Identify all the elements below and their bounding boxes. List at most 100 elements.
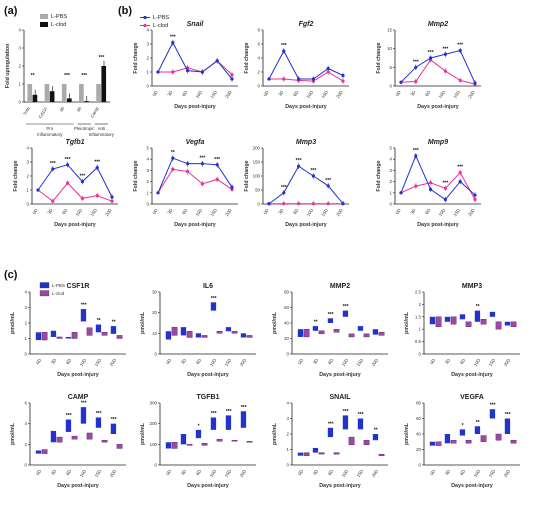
- c-xtick-label: 3D: [444, 358, 451, 365]
- b-xtick-label: 15D: [209, 208, 218, 217]
- c-sig-marker: *: [462, 423, 464, 429]
- c-TGFB1-ytick-label: 300: [150, 401, 158, 406]
- c-xtick-label: 10D: [209, 358, 218, 367]
- c-box-L-clod: [201, 443, 208, 446]
- b-xtick-label: 3D: [46, 208, 53, 215]
- c-box-L-clod: [56, 336, 63, 339]
- c-sig-marker: ***: [241, 405, 247, 411]
- c-xtick-label: 3D: [50, 469, 57, 476]
- c-CSF1R-ytick-label: 1: [25, 336, 28, 341]
- b-xtick-label: 10D: [305, 208, 314, 217]
- b-sig-marker: ***: [428, 50, 434, 56]
- b-series-line-L-PBS: [157, 41, 233, 80]
- b-Mmp9-ytick-label: 5: [390, 146, 393, 151]
- b-ylabel: Fold change: [244, 42, 250, 73]
- c-box-L-clod: [318, 452, 325, 455]
- b-Mmp9-ytick-label: 4: [390, 157, 393, 162]
- c-box-L-clod: [348, 436, 355, 446]
- c-box-L-clod: [348, 333, 355, 338]
- b-xtick-label: 0D: [31, 208, 38, 215]
- c-box-L-clod: [510, 321, 517, 327]
- c-SNAIL-ytick-label: 3: [287, 416, 290, 421]
- b-Mmp9-ytick-label: 0: [390, 202, 393, 207]
- c-xtick-label: 6D: [459, 469, 466, 476]
- c-box-L-PBS: [65, 336, 72, 339]
- a-legend-swatch: [40, 22, 48, 27]
- b-xlabel: Days post-injury: [417, 104, 459, 110]
- c-MMP3-ytick-label: 2.5: [415, 290, 422, 295]
- b-sig-marker: ***: [94, 160, 100, 166]
- c-sig-marker: ***: [211, 296, 217, 302]
- c-box-L-clod: [495, 321, 502, 330]
- c-xtick-label: 10D: [79, 358, 88, 367]
- b-point-L-PBS: [156, 191, 160, 195]
- b-Vegfa-ytick-label: 2: [147, 179, 150, 184]
- c-box-L-PBS: [504, 418, 511, 434]
- c-subplot-title: IL6: [203, 283, 213, 290]
- b-Vegfa-ytick-label: 4: [147, 157, 150, 162]
- c-xtick-label: 3D: [180, 469, 187, 476]
- c-box-L-clod: [510, 440, 517, 444]
- b-xtick-label: 20D: [104, 208, 113, 217]
- c-box-L-PBS: [474, 426, 481, 434]
- c-box-L-clod: [116, 335, 123, 339]
- c-box-L-clod: [480, 435, 487, 442]
- a-sig-marker: ***: [98, 55, 104, 61]
- c-sig-marker: ***: [81, 401, 87, 407]
- c-xlabel: Days post-injury: [319, 372, 361, 378]
- c-ylabel: pmol/mL: [272, 311, 278, 334]
- b-Mmp2-ytick-label: 0: [390, 84, 393, 89]
- c-box-L-clod: [231, 331, 238, 334]
- a-sig-marker: ***: [64, 73, 70, 79]
- c-xtick-label: 20D: [109, 469, 118, 478]
- b-Vegfa-ytick-label: 3: [147, 168, 150, 173]
- c-MMP3-ytick-label: 0: [419, 352, 422, 357]
- panel-label-a: (a): [4, 5, 18, 17]
- b-xtick-label: 10D: [74, 208, 83, 217]
- c-box-L-clod: [186, 331, 193, 338]
- c-box-L-PBS: [342, 310, 349, 317]
- b-xtick-label: 15D: [89, 208, 98, 217]
- c-xtick-label: 20D: [109, 358, 118, 367]
- b-xtick-label: 20D: [224, 90, 233, 99]
- b-sig-marker: ***: [413, 59, 419, 65]
- c-sig-marker: ***: [211, 411, 217, 417]
- a-bar-L-PBS: [61, 84, 67, 102]
- b-subplot-title: Mmp2: [428, 21, 448, 28]
- b-Mmp9-ytick-label: 2: [390, 179, 393, 184]
- b-Mmp2-ytick-label: 10: [387, 46, 392, 51]
- b-sig-marker: ***: [199, 156, 205, 162]
- c-xtick-label: 0D: [297, 358, 304, 365]
- b-xtick-label: 10D: [194, 208, 203, 217]
- c-sig-marker: ***: [96, 411, 102, 417]
- c-xtick-label: 20D: [503, 469, 512, 478]
- c-box-L-PBS: [327, 318, 334, 323]
- c-IL6-ytick-label: 0: [155, 352, 158, 357]
- c-MMP2-ytick-label: 80: [284, 290, 289, 295]
- a-legend-label: L-PBS: [51, 14, 67, 20]
- c-box-L-PBS: [80, 407, 87, 424]
- b-xtick-label: 0D: [151, 208, 158, 215]
- b-xtick-label: 0D: [394, 208, 401, 215]
- b-series-line-L-PBS: [268, 49, 344, 80]
- c-IL6-ytick-label: 30: [152, 290, 157, 295]
- c-box-L-PBS: [459, 314, 466, 320]
- c-box-L-PBS: [342, 415, 349, 430]
- c-box-L-clod: [333, 329, 340, 333]
- b-Tgfb1-ytick-label: 4: [27, 146, 30, 151]
- c-SNAIL-ytick-label: 0: [287, 463, 290, 468]
- c-box-L-PBS: [225, 327, 232, 332]
- b-Mmp2-ytick-label: 15: [387, 28, 392, 33]
- c-box-L-PBS: [95, 324, 102, 333]
- b-xtick-label: 6D: [61, 208, 68, 215]
- panel-label-c: (c): [4, 269, 18, 281]
- c-VEGFA-ytick-label: 60: [416, 416, 421, 421]
- c-box-L-PBS: [372, 329, 379, 335]
- a-bar-L-clod: [67, 98, 72, 102]
- b-sig-marker: ***: [50, 161, 56, 167]
- c-CAMP-ytick-label: 2: [25, 442, 28, 447]
- b-xtick-label: 20D: [335, 208, 344, 217]
- a-group-label: Pro: [46, 126, 53, 131]
- c-box-L-clod: [246, 335, 253, 338]
- b-sig-marker: ***: [281, 185, 287, 191]
